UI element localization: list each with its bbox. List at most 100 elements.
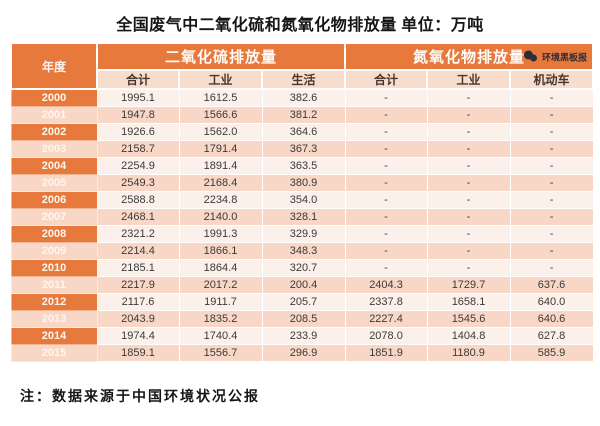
- subheader-so2-residential: 生活: [260, 69, 347, 90]
- value-cell: -: [344, 174, 428, 192]
- table-row: 2011 2217.9 2017.2 200.4 2404.3 1729.7 637.6: [10, 276, 594, 294]
- value-cell: 328.1: [261, 208, 346, 226]
- group-header-row: 年度 二氧化硫排放量 氮氧化物排放量 环境黑板报: [10, 42, 595, 90]
- nox-group-header: 氮氧化物排放量 环境黑板报: [344, 42, 595, 71]
- table-row: 2009 2214.4 1866.1 348.3- - -: [10, 242, 594, 260]
- value-cell: 1545.6: [426, 310, 511, 328]
- table-row: 2005 2549.3 2168.4 380.9- - -: [10, 174, 594, 192]
- value-cell: -: [426, 259, 511, 277]
- value-cell: 1866.1: [178, 242, 263, 260]
- value-cell: 1911.7: [178, 293, 263, 311]
- table-row: 2002 1926.6 1562.0 364.6- - -: [10, 123, 594, 141]
- value-cell: 2227.4: [344, 310, 428, 328]
- sub-header-row: 合计 工业 生活 合计 工业 机动车: [11, 69, 595, 90]
- page-title: 全国废气中二氧化硫和氮氧化物排放量 单位：万吨: [116, 17, 484, 34]
- value-cell: -: [426, 191, 511, 209]
- value-cell: 627.8: [509, 327, 594, 345]
- value-cell: -: [344, 123, 428, 141]
- value-cell: 381.2: [261, 106, 346, 124]
- year-cell: 2014: [10, 327, 98, 345]
- table-row: 2010 2185.1 1864.4 320.7- - -: [10, 259, 594, 277]
- value-cell: 1859.1: [96, 344, 180, 362]
- year-cell: 2007: [10, 208, 98, 226]
- footnote: 注：数据来源于中国环境状况公报: [20, 390, 260, 405]
- value-cell: 1891.4: [178, 157, 263, 175]
- value-cell: -: [426, 174, 511, 192]
- value-cell: -: [344, 191, 428, 209]
- value-cell: -: [509, 225, 594, 243]
- value-cell: -: [509, 106, 594, 124]
- so2-group-header: 二氧化硫排放量: [95, 42, 347, 71]
- value-cell: 348.3: [261, 242, 346, 260]
- value-cell: -: [426, 123, 511, 141]
- value-cell: 1658.1: [426, 293, 511, 311]
- value-cell: 233.9: [261, 327, 346, 345]
- subheader-so2-industry: 工业: [178, 69, 263, 90]
- nox-group-label: 氮氧化物排放量: [413, 49, 526, 66]
- value-cell: 200.4: [261, 276, 346, 294]
- value-cell: 380.9: [261, 174, 346, 192]
- table-body: 2000 1995.1 1612.5 382.6- - -2001 1947.8 1566.6…: [10, 88, 594, 362]
- table-row: 2012 2117.6 1911.7 205.7 2337.8 1658.1 640.0: [10, 293, 594, 311]
- so2-group-label: 二氧化硫排放量: [165, 49, 278, 66]
- value-cell: 2185.1: [96, 259, 180, 277]
- value-cell: 585.9: [509, 344, 594, 362]
- value-cell: 2078.0: [344, 327, 428, 345]
- value-cell: 1556.7: [178, 344, 263, 362]
- value-cell: 2017.2: [178, 276, 263, 294]
- table-row: 2006 2588.8 2234.8 354.0- - -: [10, 191, 594, 209]
- value-cell: 205.7: [261, 293, 346, 311]
- value-cell: -: [344, 88, 428, 107]
- value-cell: 364.6: [261, 123, 346, 141]
- value-cell: -: [426, 225, 511, 243]
- value-cell: 2404.3: [344, 276, 428, 294]
- table-row: 2015 1859.1 1556.7 296.9 1851.9 1180.9 585.9: [10, 344, 594, 362]
- value-cell: 2234.8: [178, 191, 263, 209]
- year-cell: 2003: [10, 140, 98, 158]
- value-cell: 1180.9: [426, 344, 511, 362]
- value-cell: -: [509, 259, 594, 277]
- value-cell: 1562.0: [178, 123, 263, 141]
- year-cell: 2005: [10, 174, 98, 192]
- value-cell: -: [344, 106, 428, 124]
- value-cell: -: [509, 174, 594, 192]
- year-cell: 2009: [10, 242, 98, 260]
- value-cell: 1995.1: [96, 88, 180, 107]
- year-cell: 2012: [10, 293, 98, 311]
- value-cell: -: [509, 208, 594, 226]
- table-row: 2004 2254.9 1891.4 363.5- - -: [10, 157, 594, 175]
- value-cell: 1864.4: [178, 259, 263, 277]
- subheader-so2-total: 合计: [96, 69, 180, 90]
- value-cell: 354.0: [261, 191, 346, 209]
- subheader-nox-vehicle: 机动车: [509, 69, 595, 90]
- year-column-header: 年度: [10, 42, 98, 90]
- value-cell: -: [509, 191, 594, 209]
- value-cell: -: [344, 208, 428, 226]
- value-cell: 363.5: [261, 157, 346, 175]
- value-cell: 2337.8: [344, 293, 428, 311]
- value-cell: 1566.6: [178, 106, 263, 124]
- value-cell: 320.7: [261, 259, 346, 277]
- value-cell: 1835.2: [178, 310, 263, 328]
- value-cell: 1740.4: [178, 327, 263, 345]
- value-cell: 2043.9: [96, 310, 180, 328]
- value-cell: 2158.7: [96, 140, 180, 158]
- table-row: 2014 1974.4 1740.4 233.9 2078.0 1404.8 627.8: [10, 327, 594, 345]
- logo: 环境黑板报: [524, 50, 587, 63]
- value-cell: -: [344, 225, 428, 243]
- value-cell: 1404.8: [426, 327, 511, 345]
- table-row: 2007 2468.1 2140.0 328.1- - -: [10, 208, 594, 226]
- value-cell: -: [426, 157, 511, 175]
- value-cell: -: [344, 157, 428, 175]
- value-cell: -: [509, 123, 594, 141]
- value-cell: 1974.4: [96, 327, 180, 345]
- subheader-nox-industry: 工业: [426, 69, 512, 90]
- value-cell: -: [509, 88, 594, 107]
- value-cell: 208.5: [261, 310, 346, 328]
- value-cell: 2140.0: [178, 208, 263, 226]
- value-cell: 2217.9: [96, 276, 180, 294]
- table-row: 2000 1995.1 1612.5 382.6- - -: [10, 88, 594, 107]
- value-cell: -: [426, 106, 511, 124]
- value-cell: 367.3: [261, 140, 346, 158]
- value-cell: 640.0: [509, 293, 594, 311]
